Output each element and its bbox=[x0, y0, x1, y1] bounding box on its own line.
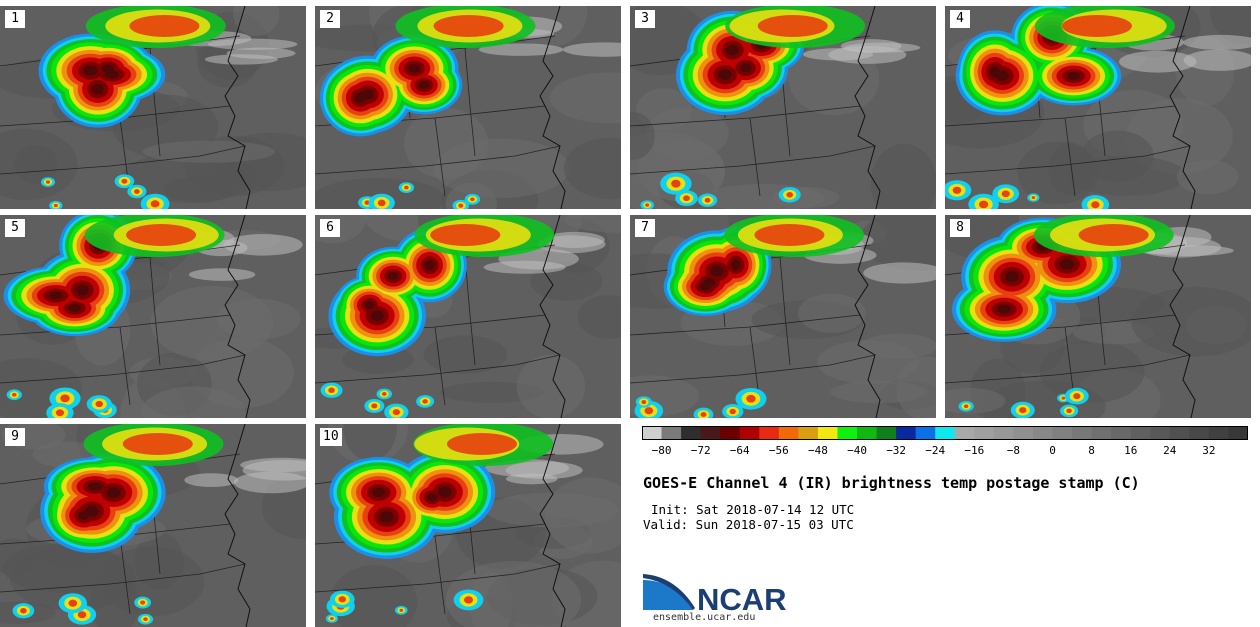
colorbar-bin bbox=[1091, 426, 1112, 440]
colorbar-tick-label: −8 bbox=[1006, 444, 1021, 457]
member-number-label: 9 bbox=[5, 428, 25, 446]
colorbar-bin bbox=[876, 426, 897, 440]
colorbar-bin bbox=[778, 426, 799, 440]
colorbar-tick-label: 8 bbox=[1088, 444, 1095, 457]
colorbar-tick-label: −16 bbox=[964, 444, 985, 457]
colorbar-bin bbox=[642, 426, 663, 440]
colorbar-bin bbox=[720, 426, 741, 440]
member-number-label: 4 bbox=[950, 10, 970, 28]
colorbar-bin bbox=[1111, 426, 1132, 440]
ensemble-member-panel-8: 8 bbox=[945, 215, 1251, 418]
ensemble-member-panel-2: 2 bbox=[315, 6, 621, 209]
colorbar-bin bbox=[1072, 426, 1093, 440]
colorbar-bin bbox=[1189, 426, 1210, 440]
satellite-map bbox=[315, 6, 621, 209]
logo-url: ensemble.ucar.edu bbox=[653, 612, 756, 623]
colorbar-bin bbox=[935, 426, 956, 440]
member-number-label: 6 bbox=[320, 219, 340, 237]
ensemble-member-panel-7: 7 bbox=[630, 215, 936, 418]
colorbar-bin bbox=[1228, 426, 1248, 440]
colorbar-bin bbox=[1169, 426, 1190, 440]
colorbar-tick-label: −56 bbox=[768, 444, 789, 457]
satellite-map bbox=[945, 215, 1251, 418]
ensemble-member-panel-1: 1 bbox=[0, 6, 306, 209]
ncar-logo-text: NCAR bbox=[697, 582, 787, 614]
ensemble-member-panel-3: 3 bbox=[630, 6, 936, 209]
colorbar-bin bbox=[1032, 426, 1054, 440]
colorbar-bin bbox=[661, 426, 682, 440]
colorbar-bin bbox=[681, 426, 702, 440]
satellite-map bbox=[630, 215, 936, 418]
colorbar-tick-label: −48 bbox=[807, 444, 828, 457]
colorbar-tick-label: −72 bbox=[690, 444, 711, 457]
colorbar-bin bbox=[739, 426, 760, 440]
ensemble-member-panel-5: 5 bbox=[0, 215, 306, 418]
member-number-label: 1 bbox=[5, 10, 25, 28]
colorbar-tick-label: −32 bbox=[886, 444, 907, 457]
colorbar-tick-labels: −80 −72 −64 −56 −48 −40 −32 −24 −16 −8 0 8 16 24 32 bbox=[642, 444, 1248, 458]
colorbar-bin bbox=[1013, 426, 1034, 440]
colorbar-tick-label: −80 bbox=[651, 444, 672, 457]
member-number-label: 3 bbox=[635, 10, 655, 28]
member-number-label: 5 bbox=[5, 219, 25, 237]
colorbar-bin bbox=[837, 426, 858, 440]
member-number-label: 7 bbox=[635, 219, 655, 237]
init-time: Init: Sat 2018-07-14 12 UTC bbox=[651, 502, 855, 517]
ensemble-member-panel-10: 10 bbox=[315, 424, 621, 627]
colorbar-tick-label: −24 bbox=[925, 444, 946, 457]
colorbar-bin bbox=[857, 426, 878, 440]
colorbar-tick-label: 0 bbox=[1049, 444, 1056, 457]
colorbar-bin bbox=[1052, 426, 1073, 440]
member-number-label: 10 bbox=[320, 428, 342, 446]
colorbar-bin bbox=[1130, 426, 1151, 440]
temperature-colorbar bbox=[642, 426, 1248, 440]
satellite-map bbox=[945, 6, 1251, 209]
satellite-map bbox=[0, 215, 303, 418]
colorbar-bin bbox=[1150, 426, 1171, 440]
colorbar-bin bbox=[817, 426, 838, 440]
member-number-label: 8 bbox=[950, 219, 970, 237]
valid-time: Valid: Sun 2018-07-15 03 UTC bbox=[643, 517, 854, 532]
satellite-map bbox=[315, 424, 621, 627]
satellite-map bbox=[315, 215, 621, 418]
colorbar-tick-label: 32 bbox=[1202, 444, 1216, 457]
colorbar-bin bbox=[993, 426, 1014, 440]
colorbar-bin bbox=[974, 426, 995, 440]
satellite-map bbox=[630, 6, 936, 209]
member-number-label: 2 bbox=[320, 10, 340, 28]
colorbar-bin bbox=[700, 426, 721, 440]
colorbar-bin bbox=[954, 426, 975, 440]
ncar-swoosh-icon bbox=[643, 580, 693, 610]
ensemble-member-panel-4: 4 bbox=[945, 6, 1251, 209]
colorbar-bin bbox=[915, 426, 936, 440]
product-title: GOES-E Channel 4 (IR) brightness temp po… bbox=[643, 474, 1140, 492]
colorbar-bin bbox=[896, 426, 917, 440]
satellite-map bbox=[0, 6, 306, 209]
satellite-map bbox=[0, 424, 306, 627]
colorbar-bin bbox=[759, 426, 780, 440]
colorbar-tick-label: −40 bbox=[847, 444, 867, 457]
ensemble-member-panel-6: 6 bbox=[315, 215, 621, 418]
colorbar-bin bbox=[798, 426, 819, 440]
colorbar-tick-label: 24 bbox=[1163, 444, 1177, 457]
ncar-logo: NCAR bbox=[643, 574, 787, 614]
colorbar-tick-label: 16 bbox=[1124, 444, 1138, 457]
ensemble-member-panel-9: 9 bbox=[0, 424, 306, 627]
colorbar-tick-label: −64 bbox=[729, 444, 750, 457]
colorbar-bin bbox=[1208, 426, 1229, 440]
